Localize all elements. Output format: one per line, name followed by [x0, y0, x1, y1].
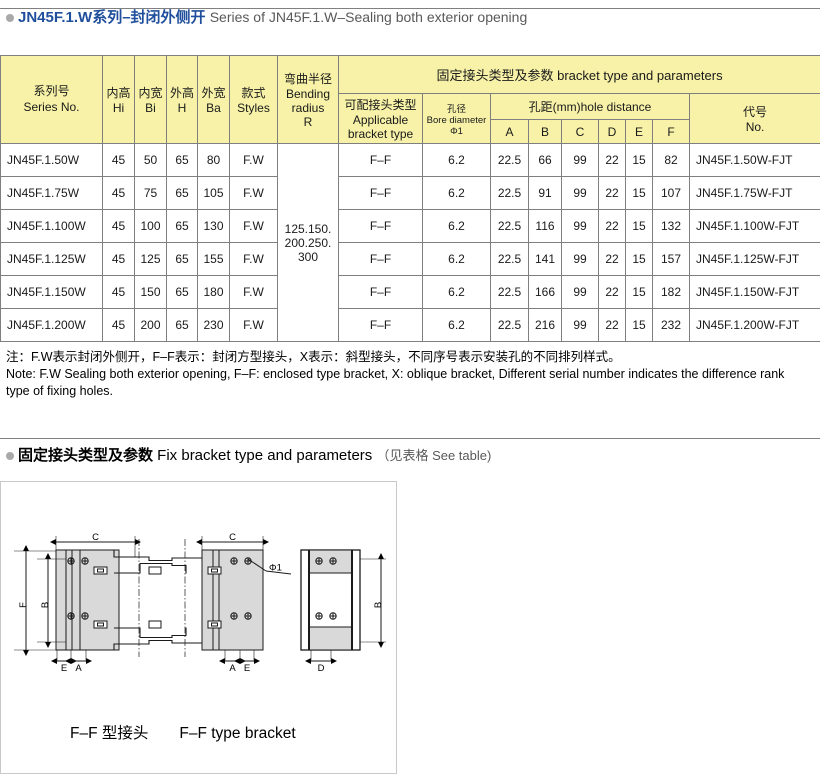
- svg-text:C: C: [229, 532, 236, 543]
- svg-text:Φ1: Φ1: [269, 563, 282, 574]
- svg-text:E: E: [61, 663, 67, 674]
- svg-text:A: A: [75, 663, 82, 674]
- svg-text:D: D: [318, 663, 325, 674]
- svg-text:F: F: [18, 602, 29, 608]
- svg-text:E: E: [244, 663, 250, 674]
- svg-text:A: A: [229, 663, 236, 674]
- svg-text:B: B: [40, 602, 51, 608]
- svg-text:B: B: [373, 602, 384, 608]
- svg-text:C: C: [92, 532, 99, 543]
